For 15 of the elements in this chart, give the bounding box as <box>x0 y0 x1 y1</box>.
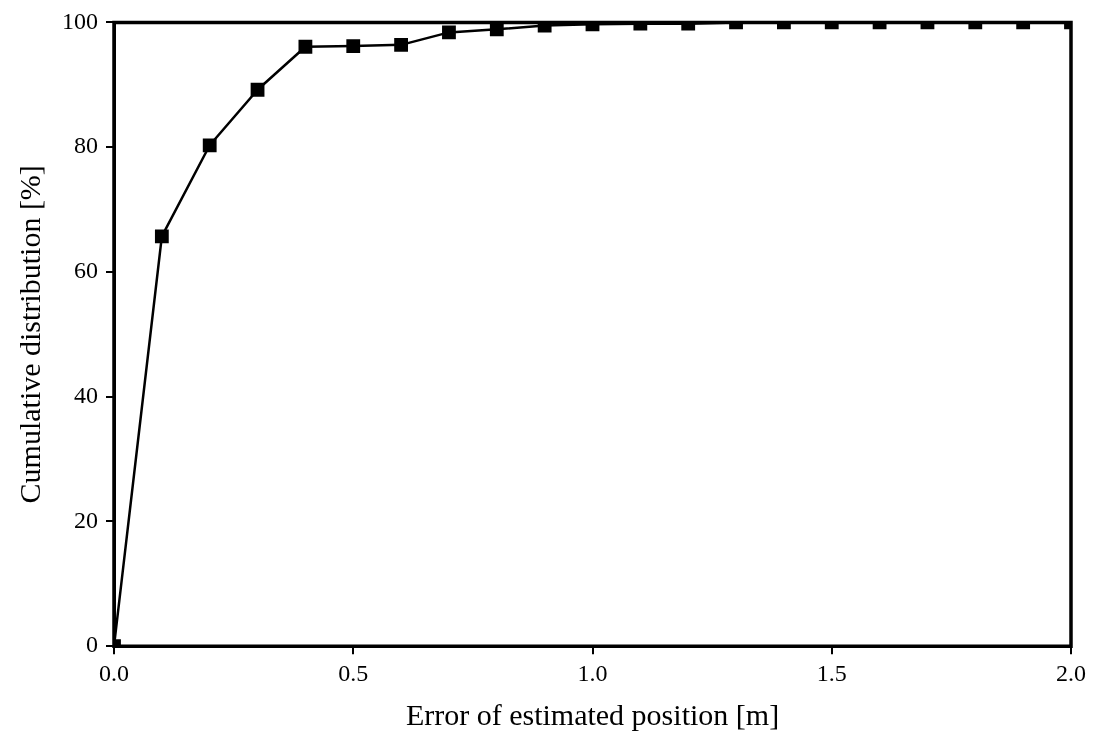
y-tick-label: 0 <box>86 631 98 658</box>
y-tick-label: 60 <box>74 257 98 284</box>
y-tick-label: 100 <box>62 7 98 34</box>
x-tick-label: 2.0 <box>1056 659 1086 686</box>
x-axis-title: Error of estimated position [m] <box>405 697 780 731</box>
y-tick-label: 80 <box>74 132 98 159</box>
point <box>202 138 217 153</box>
y-tick-label: 20 <box>74 506 98 533</box>
x-tick-label: 0.5 <box>338 659 369 686</box>
y-tick-label: 40 <box>74 381 98 408</box>
point <box>154 229 169 244</box>
x-tick-label: 0.0 <box>99 659 129 686</box>
y-axis-title: Cumulative distribution [%] <box>12 165 46 504</box>
x-tick-label: 1.0 <box>577 659 608 686</box>
x-tick-label: 1.5 <box>816 659 847 686</box>
